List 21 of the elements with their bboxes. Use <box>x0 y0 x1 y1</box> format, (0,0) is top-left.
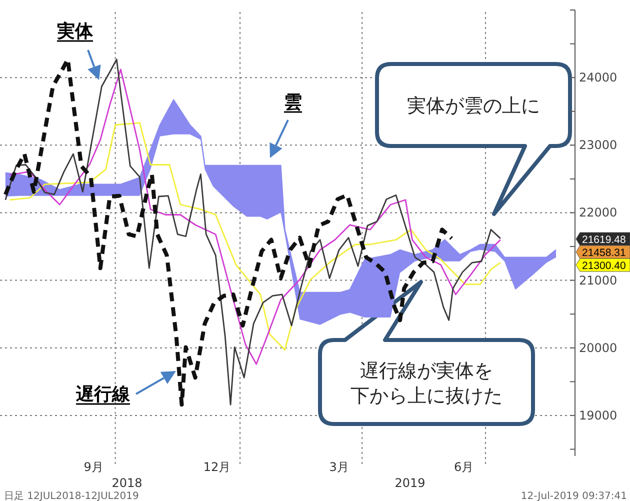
annotation: 12-Jul-2019 09:37:41 <box>520 491 627 501</box>
y-tick-label: 24000 <box>579 70 618 85</box>
annotation: 日足 12JUL2018-12JUL2019 <box>4 491 139 501</box>
annotation: 21300.40 <box>576 258 630 272</box>
annotation: 実体が雲の上に <box>375 62 572 216</box>
x-tick-label: 3月 <box>329 460 349 474</box>
y-tick-label: 20000 <box>579 340 618 355</box>
annotation: 21458.31 <box>576 245 630 259</box>
annotation: 2018 <box>112 476 142 490</box>
x-tick-label: 6月 <box>454 460 474 474</box>
x-tick-label: 12月 <box>203 460 231 474</box>
y-tick-label: 22000 <box>579 206 618 220</box>
annotation: 21619.48 <box>576 232 630 246</box>
annotation: 2019 <box>394 476 426 490</box>
annotation: 下から上に抜けた <box>350 385 502 407</box>
y-tick-label: 19000 <box>579 408 618 422</box>
annotation: 実体が雲の上に <box>407 95 540 117</box>
y-tick-label: 23000 <box>579 138 618 152</box>
x-tick-label: 9月 <box>84 460 104 474</box>
annotation: 遅行線が実体を <box>360 360 493 382</box>
y-tick-label: 21000 <box>579 273 618 288</box>
